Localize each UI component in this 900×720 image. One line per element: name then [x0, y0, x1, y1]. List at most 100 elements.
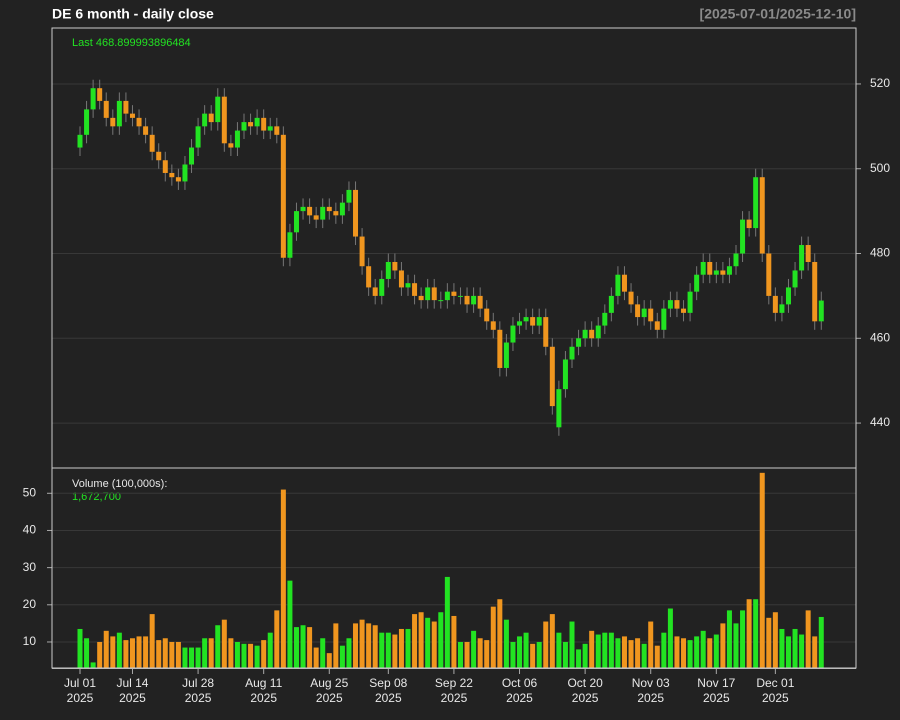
- volume-bar: [608, 632, 614, 668]
- candle-body: [169, 172, 175, 178]
- candle-body: [549, 346, 555, 407]
- volume-bar: [320, 638, 326, 668]
- volume-bar: [621, 636, 627, 668]
- volume-bar: [84, 638, 90, 668]
- x-tick-label: Oct 06 2025: [502, 676, 538, 705]
- candle-body: [785, 287, 791, 305]
- x-tick-label-line: 2025: [637, 691, 664, 705]
- volume-bar: [740, 610, 746, 668]
- x-tick-label-line: Jul 28: [182, 676, 214, 690]
- candle-body: [700, 261, 706, 275]
- candle-body: [556, 389, 562, 428]
- volume-bar: [530, 643, 536, 668]
- x-tick-label: Nov 17 2025: [697, 676, 735, 705]
- candle-body: [746, 219, 752, 229]
- volume-bar: [274, 610, 280, 668]
- volume-bar: [412, 614, 418, 668]
- volume-bar: [353, 623, 359, 668]
- v-tick-label: 50: [23, 485, 37, 499]
- volume-bar: [149, 614, 155, 668]
- candle-body: [202, 113, 208, 127]
- x-tick-label-line: Aug 25: [310, 676, 348, 690]
- volume-bar: [569, 621, 575, 668]
- volume-bar: [333, 623, 339, 668]
- candle-body: [484, 308, 490, 322]
- volume-bar: [280, 489, 286, 668]
- volume-bar: [175, 641, 181, 668]
- x-tick-label-line: 2025: [703, 691, 730, 705]
- volume-bar: [457, 641, 463, 668]
- volume-bar: [326, 653, 332, 668]
- x-tick-label-line: 2025: [250, 691, 277, 705]
- candle-body: [477, 295, 483, 309]
- volume-bar: [451, 615, 457, 668]
- candle-body: [759, 177, 765, 254]
- volume-bar: [136, 636, 142, 668]
- volume-bar: [234, 641, 240, 668]
- x-tick-label: Dec 01 2025: [756, 676, 794, 705]
- volume-bar: [267, 632, 273, 668]
- volume-bar: [169, 641, 175, 668]
- volume-bar: [694, 636, 700, 668]
- volume-bar: [143, 636, 149, 668]
- volume-bar: [189, 647, 195, 668]
- volume-bar: [654, 645, 660, 668]
- volume-bar: [779, 628, 785, 668]
- candle-body: [280, 134, 286, 258]
- volume-bar: [287, 580, 293, 668]
- candle-body: [418, 295, 424, 301]
- volume-bar: [510, 641, 516, 668]
- candle-body: [720, 270, 726, 275]
- volume-bar: [713, 634, 719, 668]
- volume-bar: [418, 612, 424, 668]
- x-tick-label-line: Nov 17: [697, 676, 735, 690]
- v-tick-label: 10: [23, 634, 37, 648]
- volume-panel: [51, 467, 857, 669]
- candle-body: [517, 321, 523, 326]
- volume-bar: [103, 630, 109, 668]
- candle-body: [772, 295, 778, 313]
- volume-bar: [182, 647, 188, 668]
- candle-body: [425, 287, 431, 301]
- volume-bar: [595, 634, 601, 668]
- candle-body: [267, 126, 273, 131]
- volume-bar: [687, 640, 693, 668]
- candle-body: [471, 295, 477, 305]
- candle-body: [333, 211, 339, 216]
- v-tick-label: 40: [23, 523, 37, 537]
- candle-body: [359, 236, 365, 267]
- candle-body: [274, 126, 280, 135]
- candle-body: [221, 96, 227, 144]
- volume-bar: [707, 638, 713, 668]
- y-tick-label: 500: [870, 161, 890, 175]
- candle-body: [300, 206, 306, 212]
- volume-bar: [753, 599, 759, 668]
- x-tick-label-line: Sep 08: [369, 676, 407, 690]
- volume-bar: [582, 643, 588, 668]
- candle-body: [641, 308, 647, 318]
- candle-body: [149, 134, 155, 152]
- candle-body: [379, 278, 385, 296]
- candle-body: [694, 274, 700, 292]
- volume-bar: [576, 649, 582, 668]
- candle-body: [287, 232, 293, 258]
- candle-body: [648, 308, 654, 322]
- y-tick-label: 440: [870, 415, 890, 429]
- candle-body: [261, 117, 267, 131]
- volume-bar: [248, 643, 254, 668]
- volume-bar: [162, 638, 168, 668]
- candle-body: [438, 300, 444, 302]
- volume-bar: [667, 608, 673, 668]
- volume-bar: [503, 619, 509, 668]
- candle-body: [90, 88, 96, 110]
- x-tick-label: Nov 03 2025: [632, 676, 670, 705]
- volume-bar: [366, 623, 372, 668]
- candle-body: [392, 261, 398, 271]
- volume-bar: [484, 640, 490, 668]
- volume-bar: [359, 619, 365, 668]
- candle-body: [313, 215, 319, 220]
- candle-body: [412, 283, 418, 296]
- volume-bar: [254, 645, 260, 668]
- volume-bar: [379, 632, 385, 668]
